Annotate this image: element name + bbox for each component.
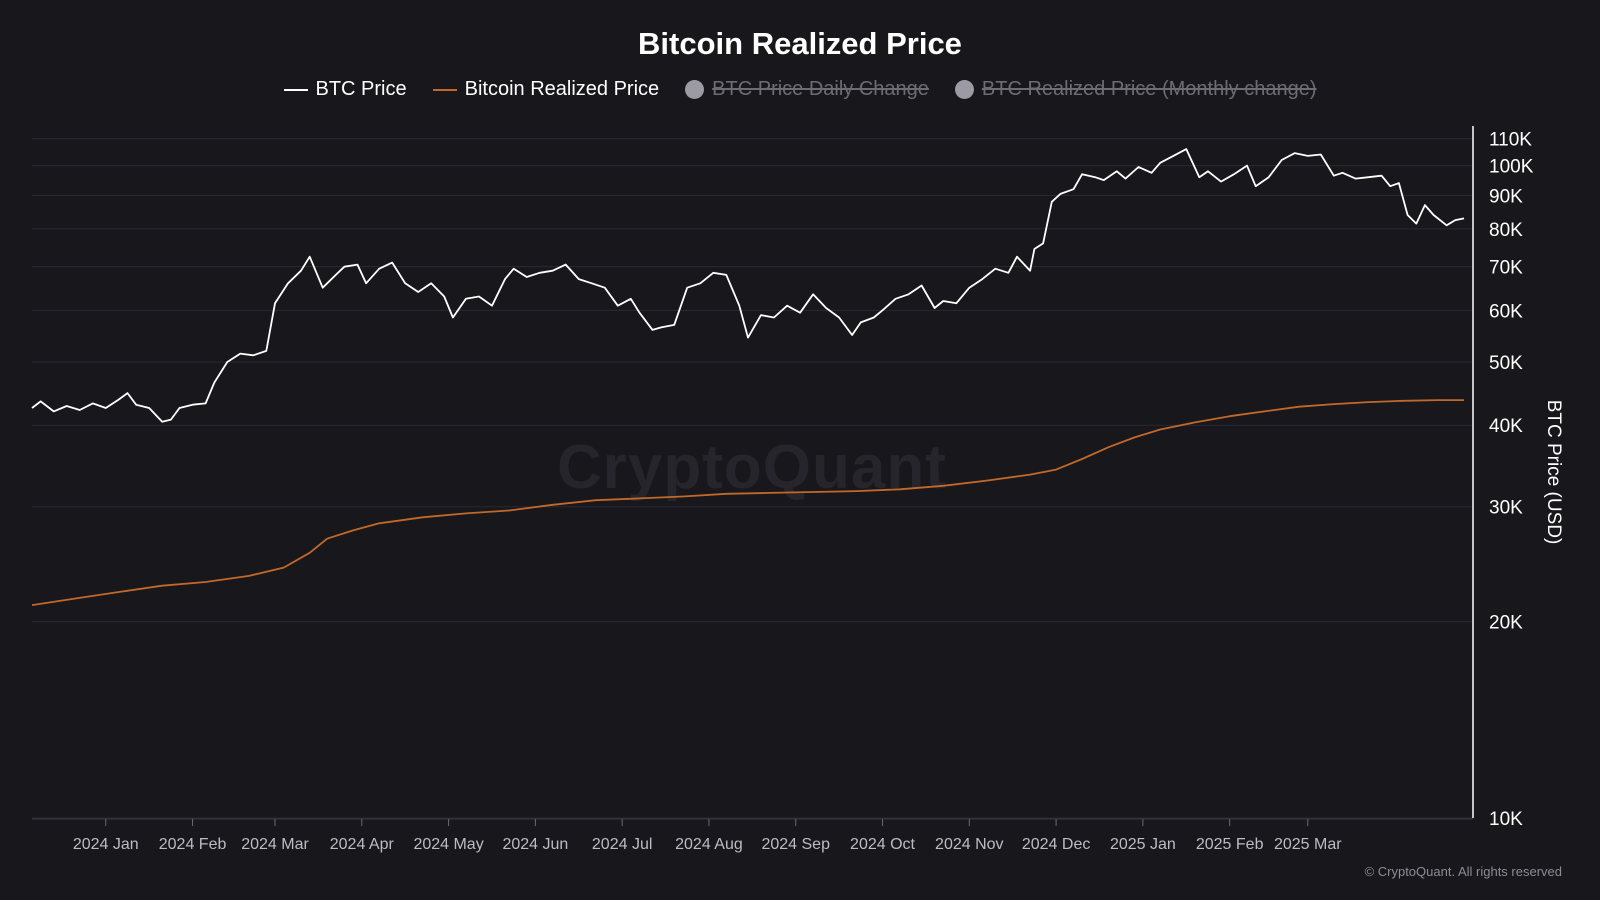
x-tick-label: 2025 Jan bbox=[1110, 836, 1176, 853]
y-tick-label: 80K bbox=[1489, 220, 1523, 241]
legend-item-btc-price[interactable]: BTC Price bbox=[283, 78, 407, 101]
y-tick-label: 10K bbox=[1489, 809, 1523, 830]
legend-item-daily-change[interactable]: BTC Price Daily Change bbox=[685, 78, 929, 101]
y-tick-label: 70K bbox=[1489, 258, 1523, 279]
x-tick-label: 2024 Feb bbox=[159, 836, 227, 853]
series-layer bbox=[31, 148, 1465, 606]
legend-label-monthly-change: BTC Realized Price (Monthly change) bbox=[981, 78, 1317, 100]
grid-layer bbox=[32, 138, 1473, 819]
series-line-realized-price[interactable] bbox=[31, 399, 1464, 606]
x-tick-label: 2024 Sep bbox=[761, 836, 830, 853]
x-tick-label: 2024 Jun bbox=[502, 836, 568, 853]
x-tick-label: 2024 Dec bbox=[1022, 836, 1091, 853]
x-tick-label: 2024 Jan bbox=[73, 836, 139, 853]
y-tick-label: 110K bbox=[1489, 130, 1532, 151]
legend-label-btc-price: BTC Price bbox=[315, 78, 407, 100]
label-layer: 10K 20K 30K 40K 50K 60K 70K 80K 90K 100K 110K 2024 … bbox=[73, 130, 1534, 853]
legend-item-monthly-change[interactable]: BTC Realized Price (Monthly change) bbox=[954, 78, 1317, 101]
copyright-text: © CryptoQuant. All rights reserved bbox=[1364, 864, 1562, 879]
x-tick-label: 2024 Aug bbox=[675, 836, 743, 853]
y-tick-label: 50K bbox=[1489, 353, 1523, 374]
x-tick-label: 2025 Feb bbox=[1196, 836, 1264, 853]
x-tick-label: 2024 Jul bbox=[592, 836, 653, 853]
legend-item-realized-price[interactable]: Bitcoin Realized Price bbox=[432, 78, 660, 101]
legend-dot-icon bbox=[685, 80, 705, 99]
y-tick-label: 100K bbox=[1489, 157, 1534, 178]
legend-label-realized-price: Bitcoin Realized Price bbox=[464, 78, 660, 100]
y-axis-label: BTC Price (USD) bbox=[1543, 399, 1564, 545]
x-tick-label: 2025 Mar bbox=[1274, 836, 1342, 853]
y-tick-label: 30K bbox=[1489, 498, 1523, 519]
x-tick-label: 2024 Apr bbox=[330, 836, 395, 853]
axis-layer bbox=[32, 126, 1474, 826]
y-tick-label: 90K bbox=[1489, 186, 1523, 207]
x-tick-label: 2024 Nov bbox=[935, 836, 1004, 853]
y-tick-label: 20K bbox=[1489, 613, 1523, 634]
x-tick-label: 2024 Mar bbox=[241, 836, 309, 853]
legend-line-icon bbox=[432, 88, 457, 91]
legend-dot-icon bbox=[954, 80, 974, 99]
legend-line-icon bbox=[283, 88, 308, 91]
legend: BTC Price Bitcoin Realized Price BTC Pri… bbox=[0, 78, 1600, 101]
series-line-btc-price[interactable] bbox=[31, 148, 1465, 423]
chart-title: Bitcoin Realized Price bbox=[638, 26, 962, 61]
y-tick-label: 40K bbox=[1489, 416, 1523, 437]
x-tick-label: 2024 Oct bbox=[850, 836, 915, 853]
legend-label-daily-change: BTC Price Daily Change bbox=[712, 78, 929, 100]
x-tick-label: 2024 May bbox=[413, 836, 483, 853]
y-tick-label: 60K bbox=[1489, 301, 1523, 322]
